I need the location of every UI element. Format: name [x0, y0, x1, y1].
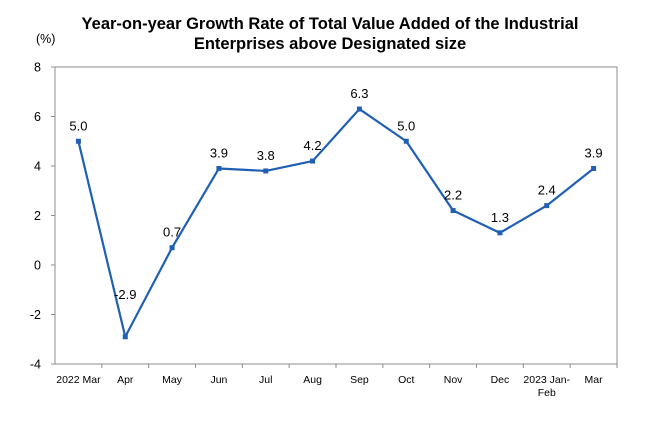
chart-title: Year-on-year Growth Rate of Total Value …	[0, 14, 660, 54]
x-tick-label: Jun	[210, 374, 227, 386]
data-label: 4.2	[304, 138, 322, 153]
data-label: 2.4	[538, 183, 556, 198]
x-tick-label: Apr	[117, 374, 134, 386]
y-tick-label: 2	[34, 209, 41, 223]
chart-title-line-2: Enterprises above Designated size	[193, 35, 467, 53]
data-label: 3.9	[585, 145, 603, 160]
x-tick-label: May	[162, 374, 183, 386]
data-point	[591, 165, 597, 171]
data-point	[122, 334, 128, 340]
y-tick-label: -4	[30, 358, 41, 372]
data-point	[216, 165, 222, 171]
data-label: 1.3	[491, 210, 509, 225]
data-point	[544, 203, 550, 209]
x-tick-label: Mar	[585, 374, 604, 386]
data-label: 0.7	[163, 225, 181, 240]
y-tick-label: 6	[34, 110, 41, 124]
data-point	[356, 106, 362, 112]
y-axis-unit: (%)	[36, 32, 56, 46]
data-label: 5.0	[397, 118, 415, 133]
data-point	[263, 168, 269, 174]
y-tick-label: 8	[34, 61, 41, 75]
data-point	[310, 158, 316, 164]
y-tick-label: 0	[34, 259, 41, 273]
data-point	[497, 230, 503, 236]
data-label: 3.9	[210, 145, 228, 160]
data-point	[75, 138, 81, 144]
data-label: 5.0	[69, 118, 87, 133]
x-tick-label: 2022 Mar	[56, 374, 101, 386]
data-point	[403, 138, 409, 144]
x-tick-label: 2023 Jan-Feb	[523, 374, 570, 399]
series-line	[77, 107, 595, 338]
y-tick-label: -2	[30, 308, 41, 322]
x-tick-label: Nov	[444, 374, 463, 386]
plot-frame	[54, 66, 618, 365]
x-tick-label: Dec	[491, 374, 510, 386]
data-label: 6.3	[350, 86, 368, 101]
chart-title-line-1: Year-on-year Growth Rate of Total Value …	[81, 15, 579, 33]
data-point	[169, 245, 175, 251]
x-tick-label: Sep	[350, 374, 369, 386]
data-label: -2.9	[114, 287, 136, 302]
data-point	[450, 208, 456, 214]
data-label: 2.2	[444, 188, 462, 203]
x-tick-label: Jul	[259, 374, 272, 386]
y-tick-label: 4	[34, 160, 41, 174]
x-tick-label: Oct	[398, 374, 414, 386]
data-label: 3.8	[257, 148, 275, 163]
x-tick-label: Aug	[303, 374, 322, 386]
